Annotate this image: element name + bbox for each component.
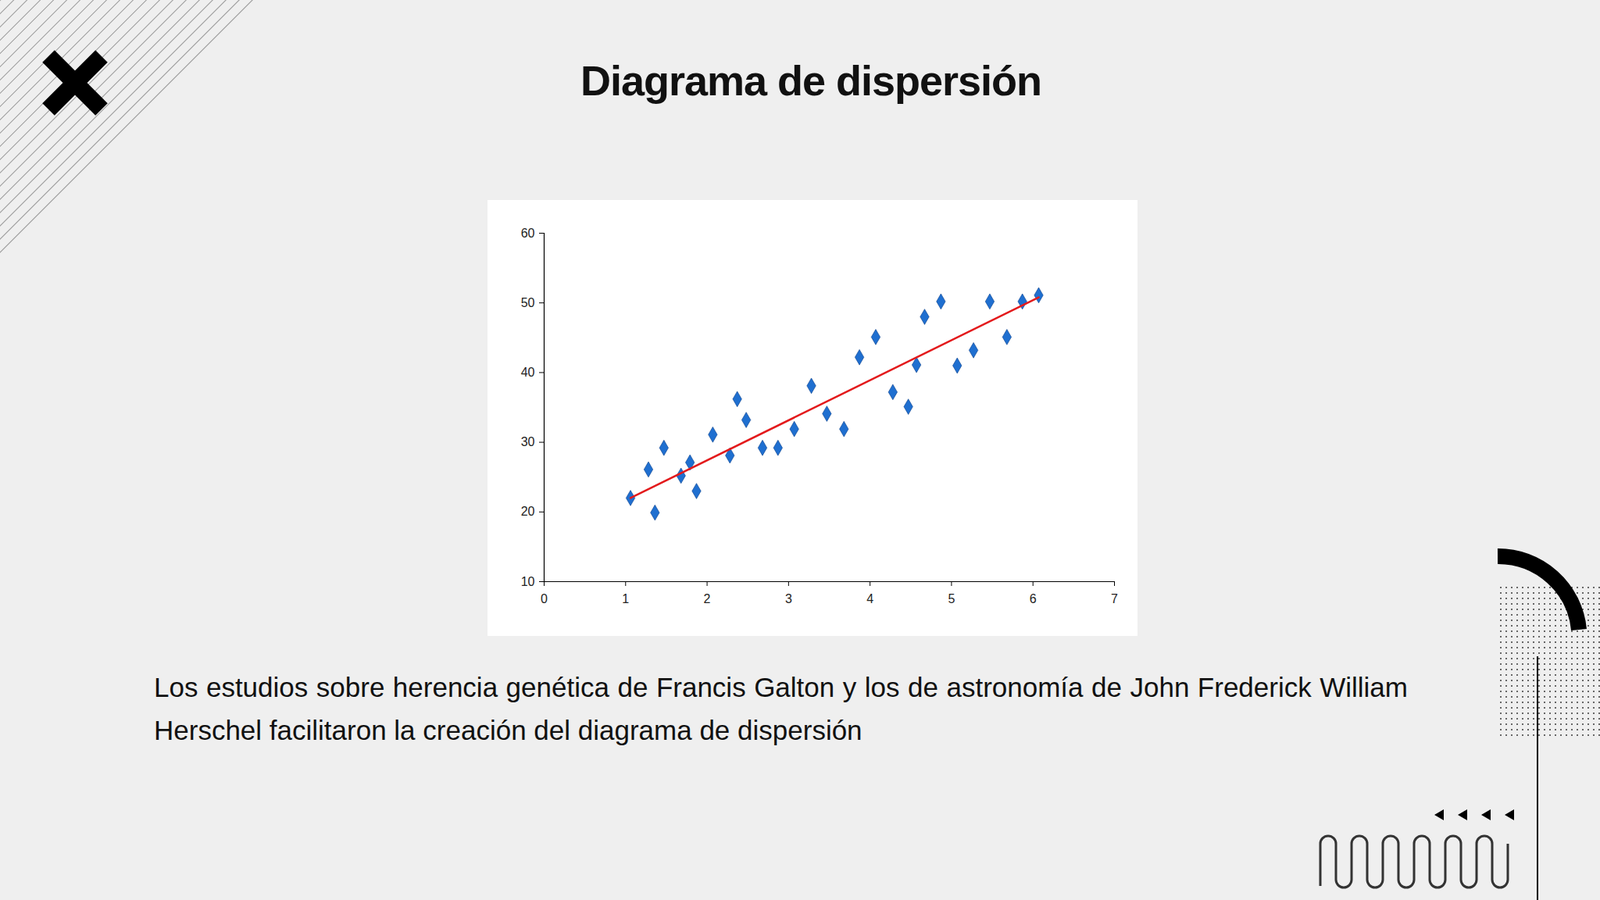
svg-text:20: 20 (521, 504, 536, 518)
svg-text:6: 6 (1029, 592, 1037, 606)
svg-text:4: 4 (866, 592, 874, 606)
svg-text:3: 3 (785, 592, 793, 606)
svg-text:0: 0 (540, 592, 548, 606)
svg-text:60: 60 (521, 226, 536, 240)
html-text:Los estudios sobre herencia ge: Los estudios sobre herencia genética de … (153, 671, 1408, 746)
svg-text:10: 10 (521, 575, 536, 589)
svg-text:2: 2 (703, 592, 711, 606)
html-text:Diagrama de dispersión: Diagrama de dispersión (580, 57, 1042, 104)
svg-text:1: 1 (621, 592, 629, 606)
svg-text:5: 5 (947, 592, 955, 606)
svg-text:7: 7 (1110, 592, 1118, 606)
svg-text:30: 30 (521, 435, 536, 449)
svg-text:40: 40 (521, 365, 536, 379)
svg-text:50: 50 (521, 296, 536, 310)
